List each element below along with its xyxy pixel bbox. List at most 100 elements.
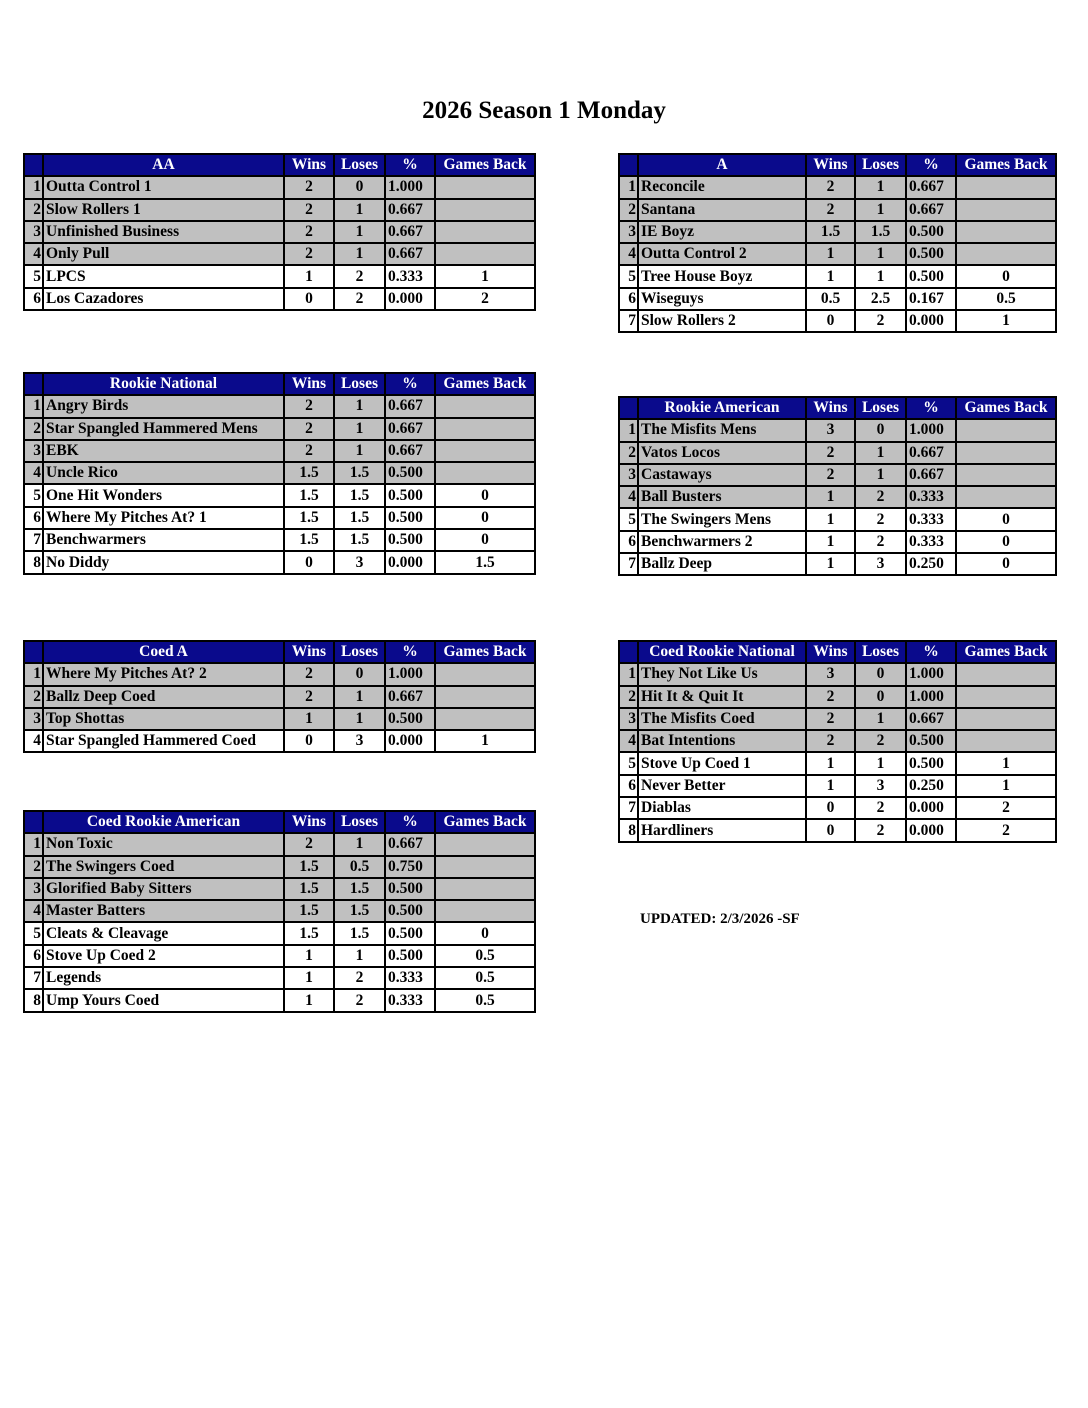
win-pct: 0.167 xyxy=(905,286,957,312)
wins: 0 xyxy=(283,729,335,754)
column-header-loses: Loses xyxy=(854,639,907,665)
win-pct: 1.000 xyxy=(905,684,957,709)
loses: 1 xyxy=(333,394,386,419)
division-name: AA xyxy=(42,152,285,178)
wins: 2 xyxy=(283,394,335,419)
table-row: 4 Ball Busters 1 2 0.333 xyxy=(618,485,1057,510)
win-pct: 0.333 xyxy=(905,485,957,510)
loses: 2 xyxy=(854,729,907,754)
loses: 1.5 xyxy=(333,528,386,553)
loses: 1.5 xyxy=(333,461,386,486)
loses: 2 xyxy=(333,286,386,312)
rank: 4 xyxy=(618,729,639,754)
wins: 1 xyxy=(283,966,335,991)
games-back xyxy=(434,876,536,902)
loses: 0.5 xyxy=(333,854,386,879)
standings-table-coed-a: Coed A Wins Loses% Games Back 1 Where My Pitc… xyxy=(23,639,536,754)
table-row: 3 Castaways 2 1 0.667 xyxy=(618,462,1057,488)
win-pct: 0.500 xyxy=(384,943,436,969)
rank: 6 xyxy=(23,943,44,969)
loses: 3 xyxy=(333,729,386,754)
team-name: Castaways xyxy=(637,462,807,488)
wins: 2 xyxy=(283,242,335,267)
table-row: 3 Top Shottas 1 1 0.500 xyxy=(23,706,536,732)
rank: 5 xyxy=(23,264,44,289)
team-name: Never Better xyxy=(637,773,807,799)
games-back: 0 xyxy=(955,507,1057,532)
table-row: 5 The Swingers Mens 1 2 0.333 0 xyxy=(618,507,1057,532)
column-header-loses: Loses xyxy=(854,395,907,421)
team-name: Ump Yours Coed xyxy=(42,988,285,1013)
games-back xyxy=(434,854,536,879)
column-header-pct: % xyxy=(905,152,957,178)
games-back xyxy=(955,485,1057,510)
wins: 0 xyxy=(283,286,335,312)
table-header: Coed Rookie American Wins Loses% Games Back xyxy=(23,809,536,835)
loses: 3 xyxy=(854,773,907,799)
wins: 2 xyxy=(283,416,335,441)
column-header-loses: Loses xyxy=(333,809,386,835)
table-row: 3 The Misfits Coed 2 1 0.667 xyxy=(618,706,1057,732)
rank: 4 xyxy=(618,485,639,510)
standings-table-coed-rookie-american: Coed Rookie American Wins Loses% Games Back… xyxy=(23,809,536,1013)
table-row: 5 Tree House Boyz 1 1 0.500 0 xyxy=(618,264,1057,289)
table-row: 7 Ballz Deep 1 3 0.250 0 xyxy=(618,552,1057,577)
team-name: One Hit Wonders xyxy=(42,483,285,508)
loses: 1 xyxy=(333,684,386,709)
wins: 2 xyxy=(805,684,856,709)
header-blank xyxy=(23,809,44,835)
column-header-wins: Wins xyxy=(283,639,335,665)
team-name: Benchwarmers xyxy=(42,528,285,553)
loses: 2 xyxy=(854,485,907,510)
rank: 2 xyxy=(23,416,44,441)
rank: 5 xyxy=(618,751,639,776)
header-blank xyxy=(23,639,44,665)
wins: 0 xyxy=(805,818,856,843)
table-row: 2 Ballz Deep Coed 2 1 0.667 xyxy=(23,684,536,709)
games-back xyxy=(434,706,536,732)
loses: 2 xyxy=(854,796,907,821)
wins: 1 xyxy=(283,943,335,969)
wins: 1.5 xyxy=(283,876,335,902)
standings-table-a: A Wins Loses% Games Back 1 Reconcile 2 1 0.667 2 S… xyxy=(618,152,1057,334)
table-row: 4 Only Pull 2 1 0.667 xyxy=(23,242,536,267)
division-name: Coed A xyxy=(42,639,285,665)
table-row: 8 Ump Yours Coed 1 2 0.333 0.5 xyxy=(23,988,536,1013)
wins: 2 xyxy=(805,197,856,222)
games-back xyxy=(955,729,1057,754)
wins: 1 xyxy=(805,507,856,532)
rank: 4 xyxy=(23,242,44,267)
loses: 1 xyxy=(854,440,907,465)
loses: 1.5 xyxy=(333,876,386,902)
header-blank xyxy=(23,152,44,178)
wins: 1.5 xyxy=(805,219,856,245)
win-pct: 1.000 xyxy=(905,418,957,443)
column-header-wins: Wins xyxy=(805,639,856,665)
wins: 1.5 xyxy=(283,505,335,531)
rank: 7 xyxy=(618,552,639,577)
win-pct: 1.000 xyxy=(384,662,436,687)
team-name: Uncle Rico xyxy=(42,461,285,486)
wins: 2 xyxy=(283,662,335,687)
header-blank xyxy=(23,371,44,397)
games-back xyxy=(955,242,1057,267)
table-row: 8 Hardliners 0 2 0.000 2 xyxy=(618,818,1057,843)
rank: 2 xyxy=(618,197,639,222)
win-pct: 0.500 xyxy=(384,461,436,486)
team-name: Slow Rollers 2 xyxy=(637,309,807,334)
win-pct: 0.667 xyxy=(905,440,957,465)
rank: 4 xyxy=(23,729,44,754)
win-pct: 0.667 xyxy=(384,832,436,857)
loses: 1.5 xyxy=(333,921,386,946)
column-header-games-back: Games Back xyxy=(955,152,1057,178)
rank: 8 xyxy=(23,550,44,575)
table-header: Coed Rookie National Wins Loses% Games Back xyxy=(618,639,1057,665)
table-row: 8 No Diddy 0 3 0.000 1.5 xyxy=(23,550,536,575)
games-back xyxy=(955,706,1057,732)
table-row: 1 Reconcile 2 1 0.667 xyxy=(618,175,1057,200)
table-row: 3 Glorified Baby Sitters 1.5 1.5 0.500 xyxy=(23,876,536,902)
rank: 4 xyxy=(23,461,44,486)
rank: 5 xyxy=(618,507,639,532)
team-name: No Diddy xyxy=(42,550,285,575)
